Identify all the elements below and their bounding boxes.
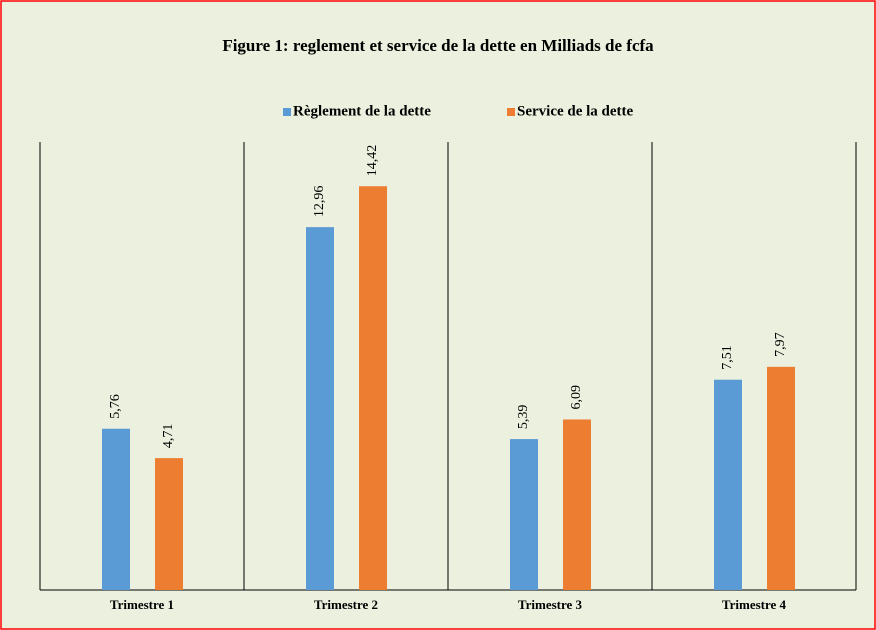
data-label: 7,97: [773, 332, 788, 357]
bar: [359, 186, 387, 591]
legend-swatch: [507, 108, 515, 116]
data-label: 7,51: [720, 345, 735, 370]
data-label: 5,76: [108, 394, 123, 419]
bar: [767, 366, 795, 590]
bar: [306, 227, 334, 590]
x-tick-label: Trimestre 4: [722, 597, 787, 612]
data-label: 14,42: [365, 145, 380, 177]
data-label: 6,09: [569, 385, 584, 410]
bar: [102, 428, 130, 590]
legend-label: Règlement de la dette: [293, 103, 431, 119]
bar: [714, 379, 742, 590]
legend-swatch: [283, 108, 291, 116]
data-label: 4,71: [161, 424, 176, 449]
bar: [510, 439, 538, 590]
x-tick-label: Trimestre 1: [110, 597, 174, 612]
x-tick-label: Trimestre 2: [314, 597, 378, 612]
chart-title: Figure 1: reglement et service de la det…: [222, 36, 654, 55]
data-label: 12,96: [312, 186, 327, 218]
data-label: 5,39: [516, 405, 531, 430]
bar: [563, 419, 591, 590]
bar: [155, 458, 183, 590]
legend-label: Service de la dette: [517, 103, 634, 119]
x-tick-label: Trimestre 3: [518, 597, 583, 612]
